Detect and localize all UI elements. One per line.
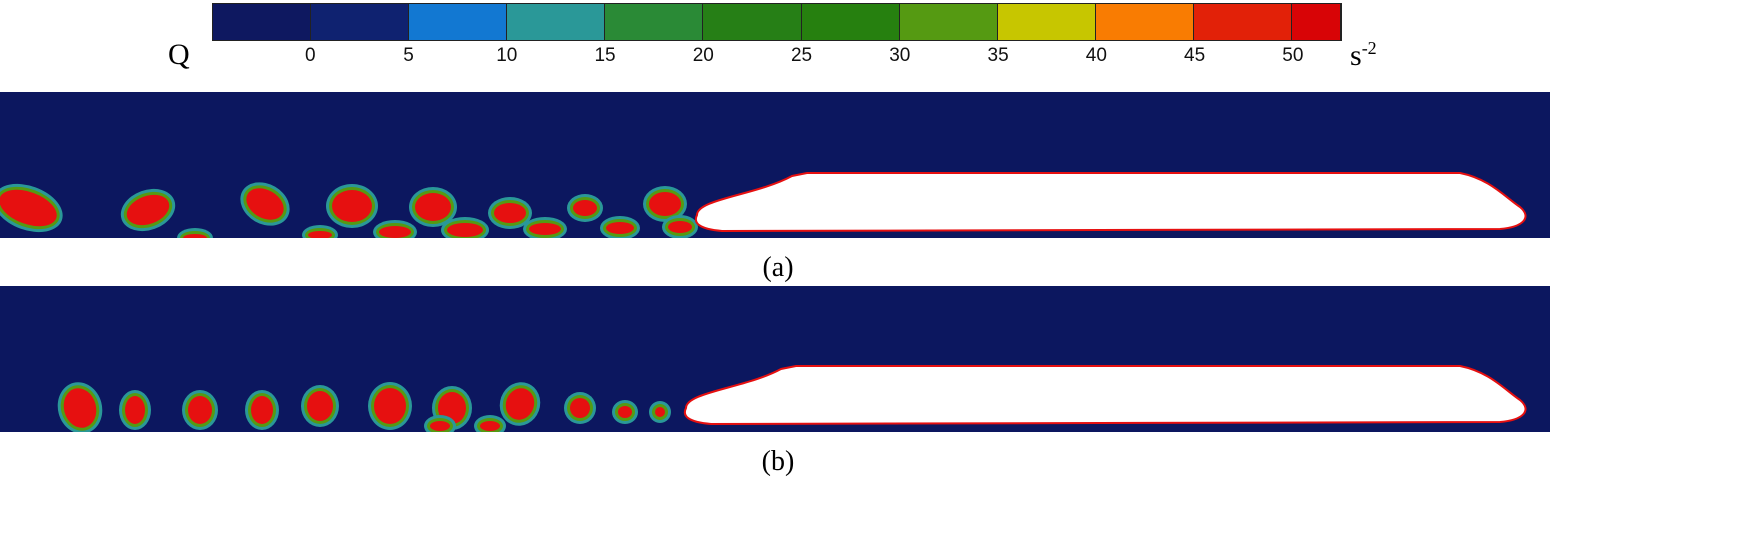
- vortex-core: [307, 391, 333, 421]
- vortex-core: [246, 188, 284, 220]
- vortex-core: [0, 189, 57, 227]
- colorbar-segment: [1292, 4, 1342, 40]
- colorbar-tick-label: 20: [692, 45, 714, 66]
- colorbar-tick-label: 50: [1282, 45, 1304, 66]
- colorbar-segment: [409, 4, 508, 40]
- colorbar-tick-label: 15: [594, 45, 616, 66]
- colorbar-tick-label: 0: [304, 45, 316, 66]
- colorbar-segment: [507, 4, 606, 40]
- vortex-core: [494, 203, 526, 223]
- vortex-core: [505, 388, 535, 420]
- vortex-core: [655, 407, 665, 417]
- colorbar-segment: [605, 4, 704, 40]
- vortex-core: [430, 421, 450, 431]
- colorbar-tick-label: 25: [790, 45, 813, 66]
- colorbar-unit: s-2: [1350, 38, 1377, 73]
- unit-base: s: [1350, 39, 1362, 72]
- colorbar-segment: [801, 4, 900, 40]
- vortex-core: [379, 226, 411, 238]
- colorbar-segment: [1193, 4, 1293, 40]
- vortex-core: [251, 396, 273, 424]
- colorbar-tick-label: 5: [403, 45, 414, 66]
- colorbar-tick-label: 10: [496, 45, 518, 66]
- unit-exponent: -2: [1361, 38, 1377, 58]
- colorbar-segment: [899, 4, 998, 40]
- colorbar: [212, 3, 1342, 41]
- vortex-core: [668, 221, 692, 233]
- vortex-core: [447, 223, 483, 237]
- panel-label-b: (b): [761, 446, 795, 477]
- colorbar-tick-label: 30: [889, 45, 911, 66]
- vortex-core: [63, 388, 97, 428]
- colorbar-tick-label: 45: [1184, 45, 1206, 66]
- vortex-core: [480, 421, 500, 431]
- vortex-core: [188, 396, 212, 424]
- colorbar-tick-label: 40: [1085, 45, 1107, 66]
- vortex-core: [573, 200, 597, 216]
- colorbar-quantity-label: Q: [168, 38, 190, 71]
- vortex-core: [183, 234, 207, 238]
- vortex-core: [125, 396, 145, 424]
- colorbar-segment: [311, 4, 410, 40]
- vortex-core: [618, 406, 632, 418]
- vortex-core: [126, 194, 170, 226]
- panel-label-a: (a): [762, 252, 794, 283]
- colorbar-segment: [1095, 4, 1194, 40]
- train-body: [694, 172, 1527, 233]
- vortex-core: [649, 192, 681, 216]
- vortex-core: [606, 222, 634, 234]
- colorbar-tick-label: 35: [987, 45, 1009, 66]
- colorbar-segment: [213, 4, 312, 40]
- vortex-core: [332, 190, 372, 222]
- vortex-core: [308, 231, 332, 238]
- vortex-core: [415, 193, 451, 221]
- vortex-core: [374, 388, 406, 424]
- colorbar-segment: [997, 4, 1096, 40]
- vortex-core: [529, 223, 561, 235]
- colorbar-segment: [703, 4, 802, 40]
- vortex-core: [570, 398, 590, 418]
- contour-panel-b: [0, 286, 1550, 432]
- contour-panel-a: [0, 92, 1550, 238]
- train-body: [683, 365, 1527, 426]
